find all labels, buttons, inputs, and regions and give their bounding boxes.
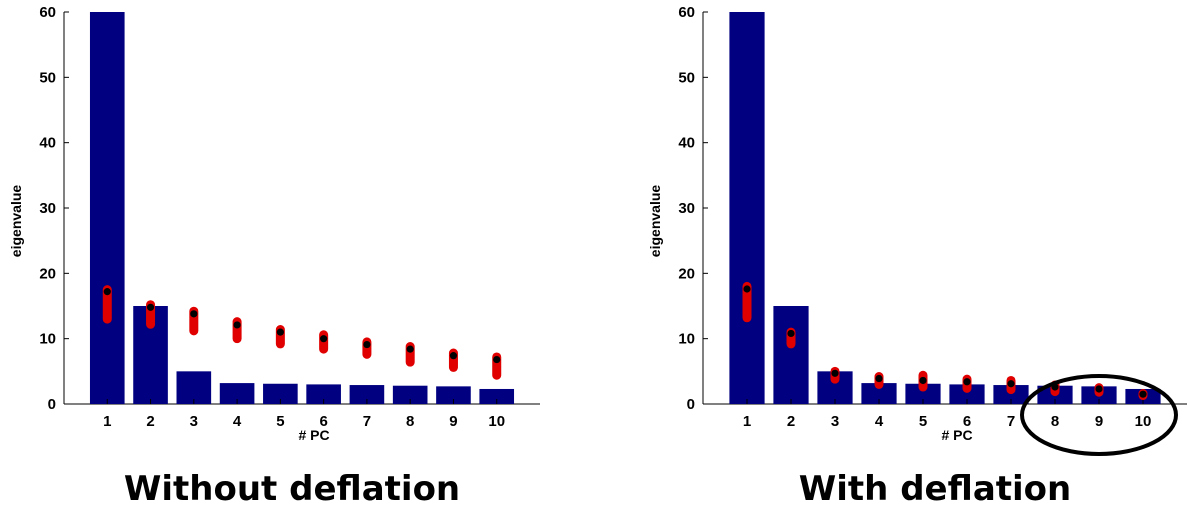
bar-pc-10 [479,388,515,404]
bar-pc-8 [392,385,428,404]
y-tick-label: 20 [678,265,695,282]
y-tick-label: 60 [39,4,56,21]
chart-svg-right: 0 10 20 30 40 50 60 1 2 3 4 5 6 7 8 9 10 # PC eigenvalue Wi… [647,4,1187,509]
mean-point-pc-4 [233,321,241,329]
bar-pc-7 [993,385,1029,404]
x-axis-label: # PC [941,427,972,443]
mean-point-pc-9 [1095,385,1103,393]
bar-pc-4 [219,383,255,404]
chart-caption: Without deflation [124,469,460,509]
x-tick-label: 6 [963,413,971,430]
y-tick-label: 20 [39,265,56,282]
x-tick-label: 4 [875,413,884,430]
y-tick-label: 0 [687,396,695,413]
bar-pc-1 [729,12,765,404]
bar-pc-1 [89,12,125,404]
mean-point-pc-9 [449,352,458,360]
chart-svg-left: 0 10 20 30 40 50 60 1 2 3 4 5 6 7 8 9 10 # PC eigenvalue Wi… [8,4,540,509]
y-tick-label: 40 [39,135,56,152]
x-tick-label: 1 [743,413,751,430]
x-tick-label: 8 [406,413,414,430]
x-tick-label: 2 [146,413,154,430]
mean-point-pc-5 [919,376,927,385]
y-tick-label: 0 [48,396,56,413]
mean-point-pc-5 [276,328,284,336]
x-tick-label: 7 [1007,413,1015,430]
mean-point-pc-1 [103,288,111,296]
y-tick-label: 10 [678,331,695,348]
chart-with-deflation: 0 10 20 30 40 50 60 1 2 3 4 5 6 7 8 9 10 # PC eigenvalue Wi… [595,0,1190,509]
mean-point-pc-2 [146,303,155,311]
mean-point-pc-10 [1139,390,1147,398]
x-tick-label: 3 [831,413,839,430]
mean-point-pc-2 [787,329,795,338]
mean-point-pc-8 [406,345,414,353]
mean-point-pc-1 [743,285,751,293]
bar-pc-5 [263,383,298,404]
x-tick-label: 3 [190,413,198,430]
y-tick-label: 30 [39,200,56,217]
bar-pc-9 [436,386,471,404]
mean-point-pc-10 [493,355,501,364]
bar-pc-5 [905,383,941,404]
bar-pc-6 [949,384,985,404]
x-tick-label: 8 [1051,413,1059,430]
x-axis-label: # PC [298,427,329,443]
bar-pc-3 [176,371,212,404]
mean-point-pc-6 [320,335,328,343]
bar-pc-4 [861,383,897,404]
y-axis-label: eigenvalue [8,185,24,258]
x-tick-label: 5 [919,413,927,430]
y-tick-label: 10 [39,331,56,348]
x-tick-label: 9 [1095,413,1103,430]
bar-pc-7 [349,385,385,404]
bar-pc-6 [306,384,341,404]
y-tick-label: 30 [678,200,695,217]
x-tick-label: 7 [363,413,371,430]
x-tick-label: 4 [233,413,242,430]
x-tick-label: 9 [449,413,457,430]
x-tick-label: 10 [1135,413,1152,430]
y-tick-label: 50 [39,69,56,86]
x-tick-label: 6 [319,413,327,430]
mean-point-pc-6 [963,378,971,386]
x-tick-label: 2 [787,413,795,430]
y-tick-label: 50 [678,69,695,86]
mean-point-pc-3 [190,310,198,318]
mean-point-pc-3 [831,369,839,377]
y-tick-label: 60 [678,4,695,21]
highlight-ellipse [1020,374,1178,456]
chart-caption: With deflation [799,469,1071,509]
mean-point-pc-4 [875,374,883,383]
bar-pc-2 [773,306,809,404]
x-tick-label: 1 [103,413,111,430]
y-tick-label: 40 [678,135,695,152]
x-tick-label: 5 [276,413,284,430]
mean-point-pc-7 [1007,380,1015,388]
chart-without-deflation: 0 10 20 30 40 50 60 1 2 3 4 5 6 7 8 9 10 # PC eigenvalue Wi… [8,4,540,509]
x-tick-label: 10 [488,413,505,430]
mean-point-pc-7 [363,340,371,349]
y-axis-label: eigenvalue [647,185,663,258]
